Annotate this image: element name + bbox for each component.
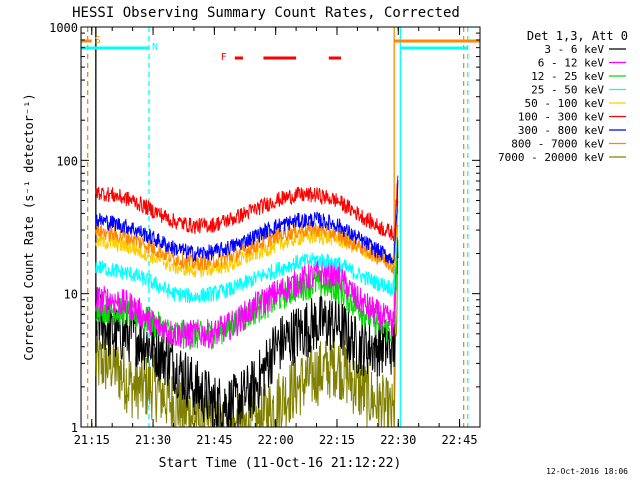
state-flag-label: S <box>95 35 101 46</box>
y-tick-label: 10 <box>64 288 78 302</box>
legend-label: 7000 - 20000 keV <box>498 151 604 164</box>
legend-label: 25 - 50 keV <box>531 84 604 97</box>
marker-lines <box>81 27 469 427</box>
state-flag-label: N <box>152 42 158 53</box>
y-tick-label: 100 <box>56 154 78 168</box>
legend-label: 12 - 25 keV <box>531 70 604 83</box>
series-line <box>95 208 399 304</box>
x-tick-label: 22:30 <box>380 433 416 447</box>
legend-label: 3 - 6 keV <box>544 43 604 56</box>
series-line <box>95 236 399 427</box>
legend-label: 300 - 800 keV <box>518 124 604 137</box>
x-tick-label: 21:15 <box>74 433 110 447</box>
y-tick-label: 1 <box>71 421 78 435</box>
footer-date: 12-Oct-2016 18:06 <box>546 467 628 476</box>
series-line <box>95 180 399 265</box>
x-tick-label: 22:00 <box>258 433 294 447</box>
legend-label: 100 - 300 keV <box>518 111 604 124</box>
x-tick-label: 21:45 <box>196 433 232 447</box>
legend-label: 800 - 7000 keV <box>511 138 604 151</box>
y-axis: 1 10 100 1000 <box>49 21 480 435</box>
legend-title: Det 1,3, Att 0 <box>527 29 628 43</box>
y-tick-label: 1000 <box>49 21 78 35</box>
series-group <box>95 175 399 427</box>
x-tick-label: 22:15 <box>319 433 355 447</box>
state-flags: S N F <box>81 35 480 63</box>
series-line <box>95 200 399 274</box>
series-line <box>95 224 399 350</box>
legend-label: 50 - 100 keV <box>525 97 605 110</box>
x-tick-label: 21:30 <box>135 433 171 447</box>
x-axis: 21:15 21:30 21:45 22:00 22:15 22:30 22:45 <box>74 27 481 447</box>
legend-label: 6 - 12 keV <box>538 57 605 70</box>
chart-title: HESSI Observing Summary Count Rates, Cor… <box>72 5 460 21</box>
series-line <box>95 175 399 241</box>
x-axis-label: Start Time (11-Oct-16 21:12:22) <box>159 456 402 471</box>
series-line <box>95 182 399 349</box>
x-tick-label: 22:45 <box>442 433 478 447</box>
state-flag-label: F <box>221 52 227 63</box>
plot-frame <box>80 26 481 428</box>
series-line <box>95 239 399 427</box>
y-axis-label: Corrected Count Rate (s⁻¹ detector⁻¹) <box>22 93 36 360</box>
